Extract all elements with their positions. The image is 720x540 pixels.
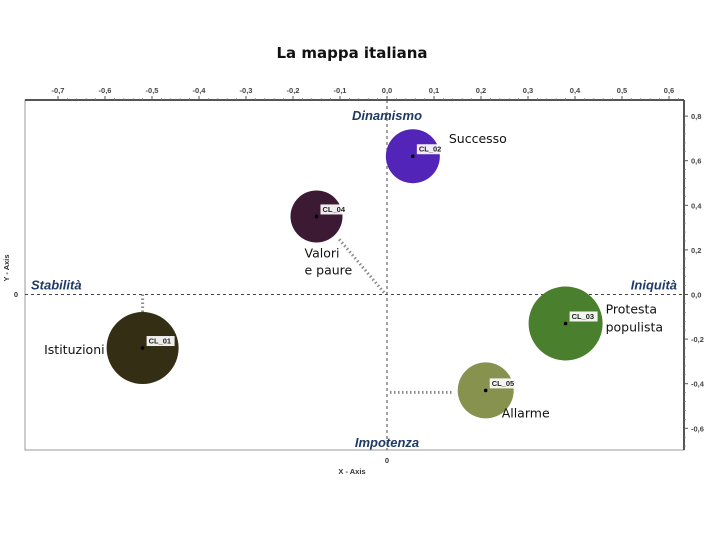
x-tick-label: -0,4 — [193, 86, 207, 95]
cluster-label: Allarme — [502, 405, 550, 420]
cluster-code: CL_05 — [492, 379, 515, 388]
cluster-code: CL_02 — [419, 145, 442, 154]
x-tick-label: -0,7 — [52, 86, 65, 95]
pole-label-bottom: Impotenza — [355, 435, 419, 450]
origin-x-label: 0 — [385, 456, 389, 465]
x-tick-label: -0,6 — [99, 86, 112, 95]
x-tick-label: 0,3 — [523, 86, 533, 95]
x-axis-ticks: -0,7 -0,6 -0,5 -0,4 -0,3 -0,2 -0,1 0,0 0,1 0,2 0,3… — [52, 86, 679, 100]
y-tick-label: 0,0 — [691, 291, 701, 300]
plot-border — [24, 99, 685, 451]
cluster-code-box — [489, 378, 518, 389]
y-tick-label: 0,4 — [691, 201, 702, 210]
cluster-center-point — [314, 214, 319, 219]
y-axis-title: Y - Axis — [2, 254, 11, 281]
cluster-cl-05: CL_05 Allarme — [457, 362, 550, 420]
y-tick-label: 0,8 — [691, 112, 701, 121]
x-tick-label: 0,0 — [382, 86, 392, 95]
y-tick-label: -0,6 — [691, 424, 704, 433]
y-tick-label: 0,6 — [691, 157, 701, 166]
chart-title: La mappa italiana — [276, 44, 427, 62]
cluster-bubbles: CL_01 Istituzioni CL_02 Successo CL_03 Protes… — [44, 129, 663, 420]
cluster-code: CL_04 — [323, 205, 346, 214]
y-axis-ticks: 0,8 0,6 0,4 0,2 0,0 -0,2 -0,4 -0,6 — [684, 112, 705, 447]
origin-y-label: 0 — [14, 290, 18, 299]
pole-label-left: Stabilità — [31, 278, 82, 293]
cluster-label: Istituzioni — [44, 342, 104, 357]
cluster-code-box — [416, 144, 445, 155]
x-tick-label: -0,2 — [287, 86, 300, 95]
x-tick-label: 0,6 — [664, 86, 674, 95]
y-tick-label: -0,4 — [691, 380, 705, 389]
cluster-cl-04: CL_04 Valori e paure — [290, 190, 353, 277]
x-tick-label: 0,5 — [617, 86, 627, 95]
x-tick-label: -0,5 — [146, 86, 159, 95]
cluster-label: Successo — [449, 131, 507, 146]
y-tick-label: 0,2 — [691, 246, 701, 255]
cluster-code: CL_03 — [572, 312, 595, 321]
cluster-code-box — [146, 336, 175, 347]
cluster-code-box — [320, 204, 349, 215]
cluster-center-point — [140, 346, 145, 350]
pole-labels: Dinamismo Impotenza Stabilità Iniquità — [31, 108, 677, 450]
cluster-center-point — [563, 321, 568, 326]
plot-area — [24, 99, 685, 451]
x-axis-title: X - Axis — [338, 467, 365, 476]
cluster-code-box — [569, 311, 598, 322]
x-tick-label: -0,3 — [240, 86, 253, 95]
cluster-label: populista — [606, 319, 663, 334]
x-tick-label: -0,1 — [334, 86, 347, 95]
y-tick-label: -0,2 — [691, 335, 704, 344]
x-tick-label: 0,2 — [476, 86, 486, 95]
x-tick-label: 0,4 — [570, 86, 581, 95]
x-tick-label: 0,1 — [429, 86, 439, 95]
cluster-label: Valori — [305, 245, 340, 260]
pole-label-top: Dinamismo — [352, 108, 422, 123]
cluster-label: e paure — [305, 262, 353, 277]
cluster-connectors — [141, 237, 454, 394]
cluster-label: Protesta — [606, 301, 658, 316]
cluster-cl-03: CL_03 Protesta populista — [528, 286, 663, 361]
cluster-cl-01: CL_01 Istituzioni — [44, 312, 179, 385]
cluster-center-point — [411, 154, 415, 159]
cluster-code: CL_01 — [149, 337, 172, 346]
cluster-center-point — [483, 388, 488, 393]
cluster-cl-02: CL_02 Successo — [385, 129, 507, 184]
pole-label-right: Iniquità — [631, 278, 677, 293]
